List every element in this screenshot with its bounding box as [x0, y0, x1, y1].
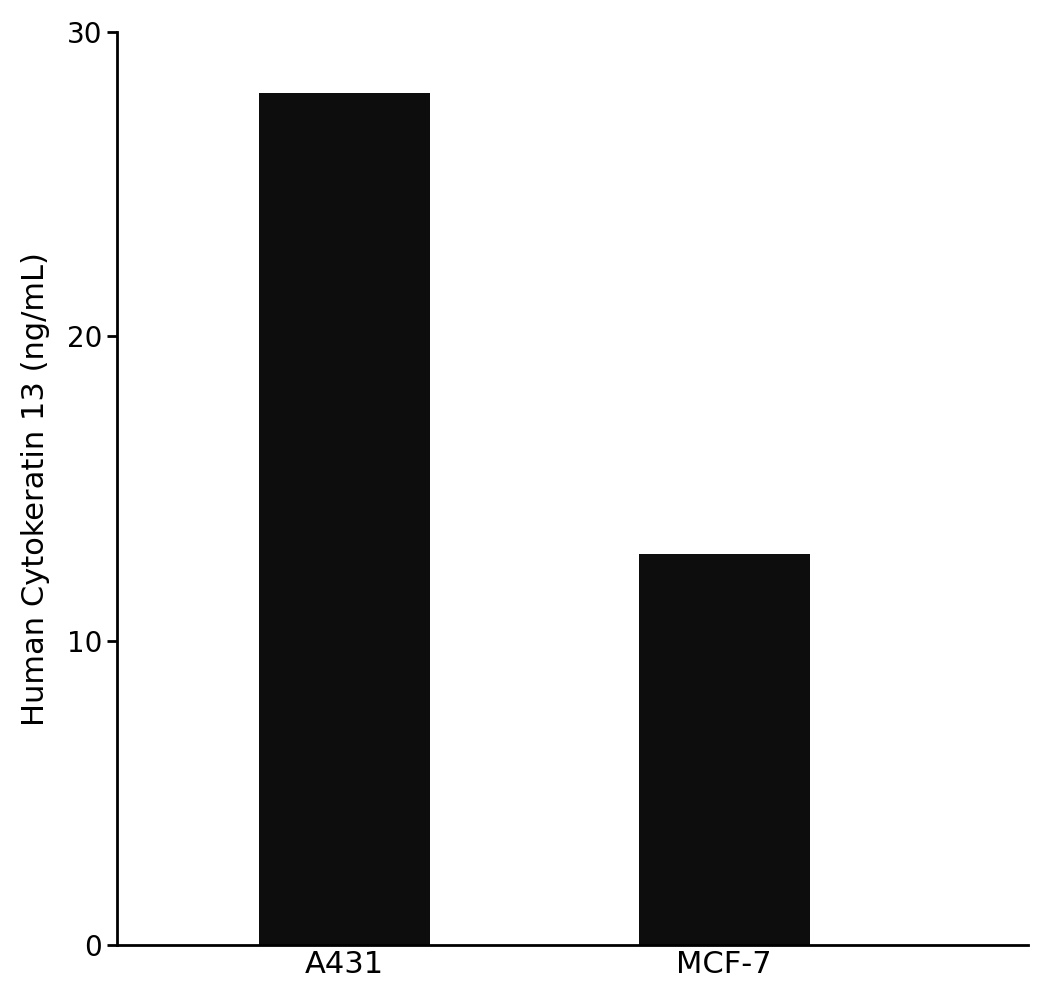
Bar: [639, 554, 810, 945]
Y-axis label: Human Cytokeratin 13 (ng/mL): Human Cytokeratin 13 (ng/mL): [21, 252, 50, 726]
Bar: [259, 93, 430, 945]
